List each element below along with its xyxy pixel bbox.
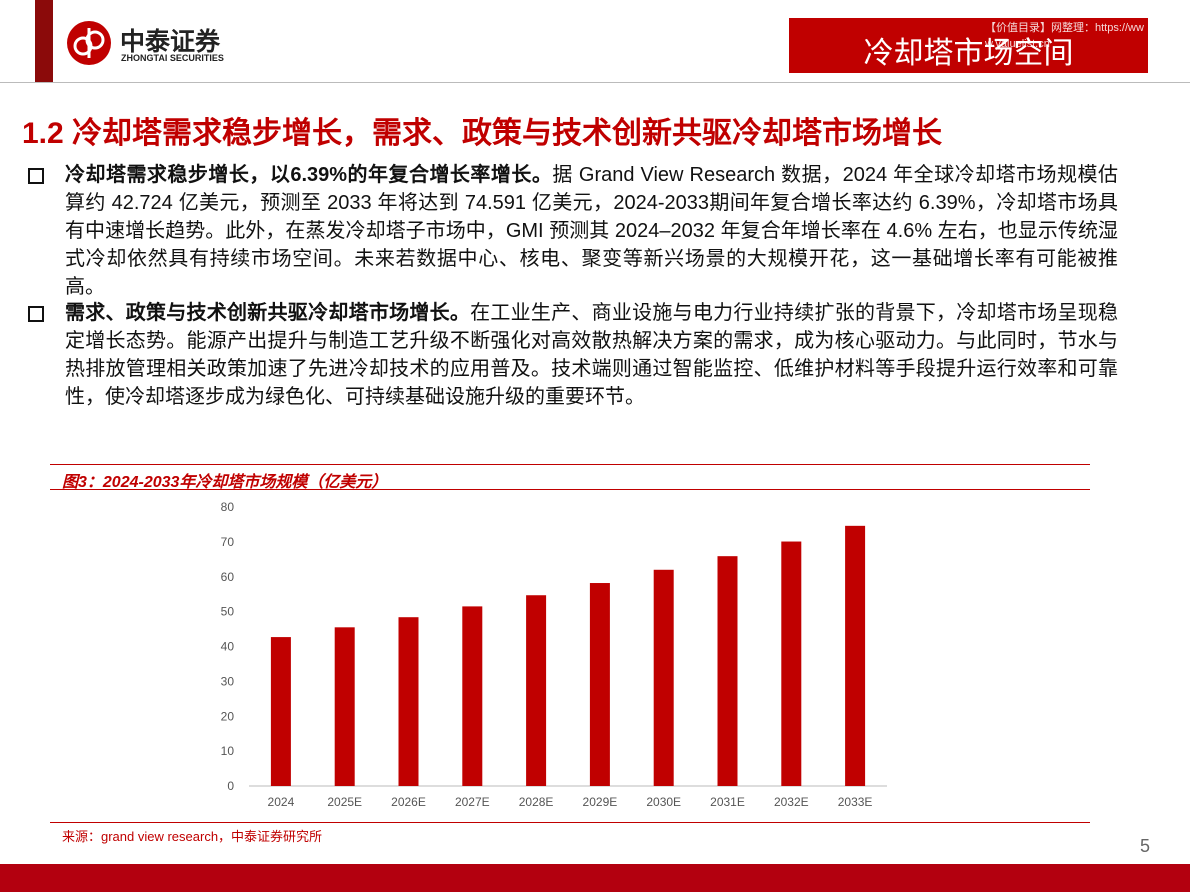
x-tick-label: 2031E [710, 795, 745, 809]
y-tick-label: 20 [221, 709, 235, 723]
x-tick-label: 2026E [391, 795, 426, 809]
section-box [789, 18, 1148, 73]
bar [398, 617, 419, 786]
x-tick-label: 2030E [646, 795, 681, 809]
x-tick-label: 2028E [519, 795, 554, 809]
logo-cn: 中泰证券 [120, 28, 221, 56]
y-tick-label: 30 [221, 674, 235, 688]
bullet-lead: 需求、政策与技术创新共驱冷却塔市场增长。 [65, 302, 471, 324]
header-bar [35, 0, 53, 82]
x-tick-label: 2033E [838, 795, 873, 809]
bullet: 冷却塔需求稳步增长，以6.39%的年复合增长率增长。据 Grand View R… [28, 161, 1118, 301]
y-tick-label: 0 [227, 779, 234, 793]
bar [589, 583, 610, 786]
y-tick-label: 50 [221, 605, 235, 619]
figure-rule [50, 822, 1090, 823]
bullet-lead: 冷却塔需求稳步增长，以6.39%的年复合增长率增长。 [65, 164, 553, 186]
slide-title: 1.2 冷却塔需求稳步增长，需求、政策与技术创新共驱冷却塔市场增长 [22, 117, 943, 150]
figure-source: 来源：grand view research，中泰证券研究所 [62, 829, 323, 844]
y-tick-label: 10 [221, 744, 235, 758]
y-tick-label: 70 [221, 535, 235, 549]
bar [462, 606, 483, 786]
bullet-text: 据 Grand View Research 数据，2024 年全球冷却塔市场规模… [65, 164, 1118, 298]
bar [717, 556, 738, 786]
x-tick-label: 2029E [583, 795, 618, 809]
bullet-text: 在工业生产、商业设施与电力行业持续扩张的背景下，冷却塔市场呈现稳定增长态势。能源… [65, 302, 1119, 408]
section-title: 冷却塔市场空间 [863, 36, 1074, 71]
figure-rule [50, 464, 1090, 465]
y-tick-label: 40 [221, 640, 235, 654]
header-rule [0, 82, 1190, 83]
x-tick-label: 2025E [327, 795, 362, 809]
x-tick-label: 2032E [774, 795, 809, 809]
figure-rule [50, 489, 1090, 490]
bar [781, 541, 802, 786]
chart: 0 10 20 30 40 50 60 70 80 2024 2025E 2026E 2027E 2028… [221, 500, 887, 809]
bullet: 需求、政策与技术创新共驱冷却塔市场增长。在工业生产、商业设施与电力行业持续扩张的… [28, 299, 1118, 411]
bar [334, 627, 355, 786]
logo-en: ZHONGTAI SECURITIES [121, 53, 224, 63]
page-number: 5 [1140, 836, 1151, 856]
watermark: 【价值目录】网整理：https://www.valuelist.cn [985, 22, 1144, 50]
y-tick-label: 80 [221, 500, 235, 514]
figure-title: 图3：2024-2033年冷却塔市场规模（亿美元） [62, 474, 388, 491]
bar [526, 595, 547, 786]
footer-bar [0, 864, 1190, 892]
x-tick-label: 2027E [455, 795, 490, 809]
bar [653, 569, 674, 786]
bar [270, 637, 291, 786]
bar [845, 525, 866, 786]
y-tick-label: 60 [221, 570, 235, 584]
x-tick-label: 2024 [268, 795, 295, 809]
logo-icon [67, 21, 111, 65]
